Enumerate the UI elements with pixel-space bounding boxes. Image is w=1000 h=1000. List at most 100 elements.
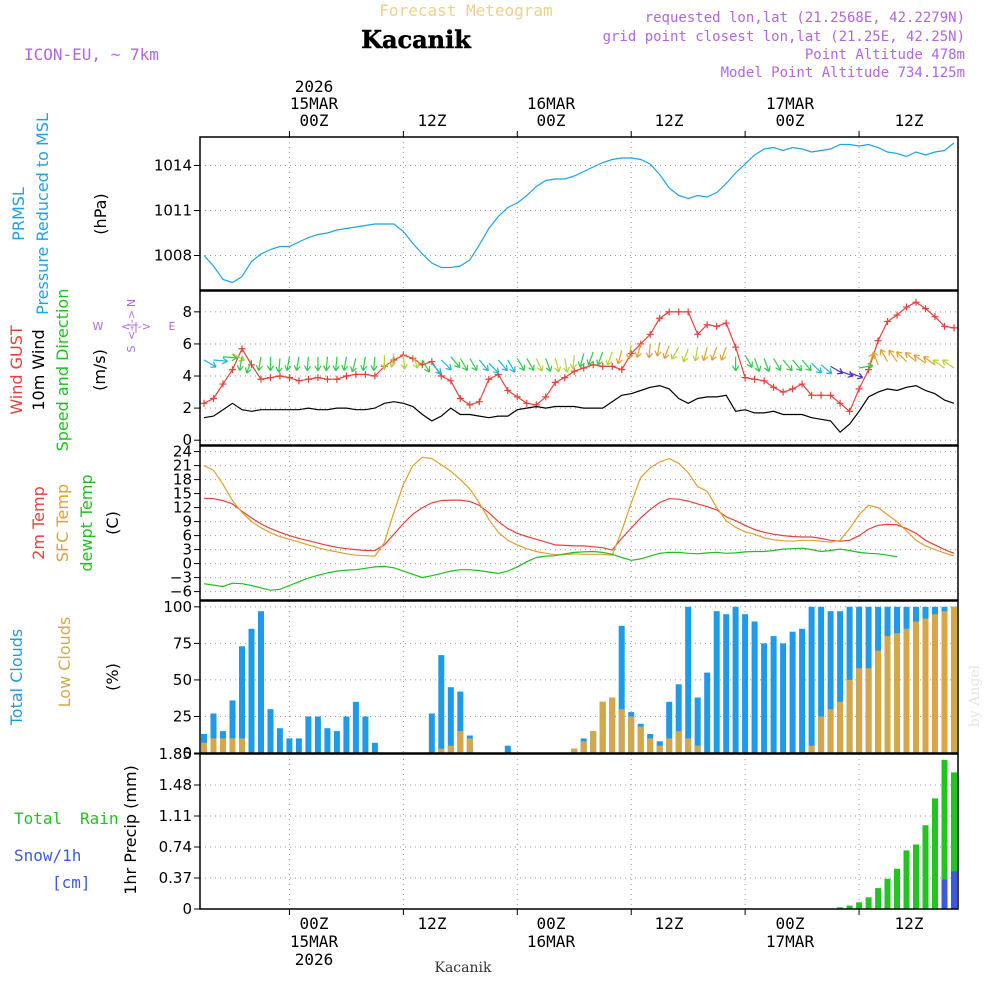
wind-gust-marker [466,401,474,409]
total-clouds-bar [818,606,825,753]
low-clouds-bar [846,679,853,753]
clouds-frame [199,600,959,754]
wind-direction-arrow [922,356,936,366]
precip-frame [199,753,959,910]
low-clouds-bar [894,633,900,753]
wind-gust-marker [266,374,274,382]
compass-n: N [125,299,138,307]
low-clouds-bar [466,738,473,753]
wind-gust-marker [912,298,920,306]
pressure-label-reduced: Pressure Reduced to MSL [33,113,52,315]
wind-direction-arrow [341,356,349,371]
low-clouds-bar [210,738,217,753]
wind-gust-marker [599,362,607,370]
precip-ytick-label: 0.37 [159,869,192,887]
wind-gust-marker [608,362,616,370]
wind-direction-arrow [314,356,322,372]
low-clouds-bar [637,726,644,753]
snow-1h-bar [951,871,957,909]
wind-gust-marker [656,314,664,322]
clouds-label-low: Low Clouds [55,617,74,708]
wind-gust-marker [684,308,692,316]
wind-gust-marker [675,308,683,316]
wind-direction-arrow [941,359,955,369]
wind-gust-marker [314,374,322,382]
total-clouds-bar [685,606,692,753]
compass-ns-arrow: <-|-> [125,310,138,340]
time-label: 2026 [295,950,334,969]
wind-direction-arrow [213,357,228,365]
low-clouds-bar [675,731,682,753]
total-rain-bar [846,905,853,909]
meteogram-title: Forecast Meteogram [379,1,552,20]
time-label: 00Z [300,914,329,933]
total-clouds-bar [305,716,312,753]
wind-direction-arrow [681,348,689,363]
total-clouds-bar [324,728,331,753]
temperature-frame [199,445,959,601]
wind-direction-arrow [626,345,634,360]
precip-ytick-label: 0.74 [159,838,192,856]
station-name: Kacanik [361,25,472,54]
low-clouds-bar [941,611,948,753]
total-clouds-bar [789,631,796,753]
low-clouds-bar [647,738,654,753]
wind-gust-marker [342,372,350,380]
total-clouds-bar [267,709,274,753]
wind-gust-marker [551,378,559,386]
total-rain-bar [941,759,948,909]
wind-direction-arrow [932,359,945,369]
time-label: 12Z [895,111,924,130]
wind-direction-arrow [645,343,653,359]
time-label: 15MAR [290,932,339,951]
wind-gust-marker [713,322,721,330]
wind-direction-arrow [719,346,727,361]
wind-direction-arrow [360,356,368,371]
wind-panel: 0 2 4 6 8 [182,290,959,449]
wind-direction-arrow [763,358,771,373]
pressure-ytick-label: 1014 [154,157,192,175]
low-clouds-bar [827,709,834,753]
wind-direction-arrow [488,362,500,374]
wind-direction-arrow [478,359,489,372]
wind-gust-marker [618,366,626,374]
wind-direction-arrow [820,364,833,375]
wind-gust-marker [475,398,483,406]
total-clouds-bar [457,691,464,753]
wind-gust-marker [646,330,654,338]
low-clouds-bar [922,618,929,753]
temperature-ytick-label: 0 [182,555,192,573]
precip-label-rain: Rain [80,809,119,828]
low-clouds-bar [447,745,454,753]
wind-direction-arrow [849,372,864,380]
temperature-ytick-label: 21 [173,457,192,475]
grid-point-coordinates: grid point closest lon,lat (21.25E, 42.2… [603,29,965,45]
temp-label-dewpoint: dewpt Temp [77,474,96,571]
low-clouds-bar [913,621,919,753]
wind-gust-marker [295,377,303,385]
wind-direction-arrow [203,359,217,368]
wind-gust-marker [732,343,740,351]
dewpt-temp-line [203,547,898,591]
credit-watermark: by Angel [967,664,983,727]
time-label: 00Z [776,111,805,130]
total-clouds-bar [751,621,758,753]
wind-label-direction: Speed and Direction [53,289,72,452]
total-clouds-bar [314,716,321,753]
wind-ytick-label: 6 [182,335,192,353]
low-clouds-bar [865,668,872,753]
wind-direction-arrow [858,362,874,370]
wind-gust-marker [447,377,455,385]
total-clouds-bar [362,716,369,753]
10m-wind-line [203,384,955,434]
wind-direction-arrow [450,356,461,369]
compass-s: S [125,345,138,352]
wind-direction-arrow [526,358,535,372]
low-clouds-bar [628,716,635,753]
time-label: 12Z [655,111,684,130]
low-clouds-bar [656,745,663,753]
wind-direction-arrow [888,349,898,362]
total-clouds-bar [808,606,815,753]
wind-direction-arrow [380,355,388,370]
time-label: 12Z [418,914,447,933]
